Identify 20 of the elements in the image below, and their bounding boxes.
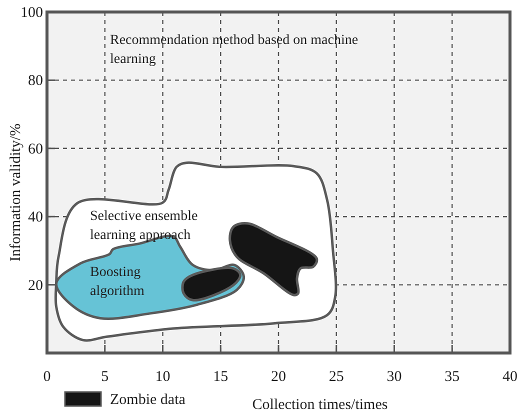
x-tick-label: 10 [155,369,170,385]
x-tick-label: 5 [101,369,109,385]
x-tick-label: 25 [328,369,344,385]
y-tick-label: 80 [28,73,43,90]
x-tick-label: 40 [502,369,518,385]
legend-label: Zombie data [110,392,186,408]
x-tick-label: 20 [271,369,286,385]
y-axis-title: Information validity/% [8,124,24,262]
annotation: Recommendation method based on machine learning [110,33,358,67]
y-tick-label: 60 [28,141,43,158]
x-axis-title: Collection times/times [252,397,388,413]
x-tick-label: 15 [213,369,228,385]
y-tick-label: 20 [28,278,43,294]
y-tick-label: 100 [20,5,43,21]
x-tick-label: 35 [444,369,460,385]
series-label: Boosting algorithm [90,265,145,299]
x-tick-label: 30 [386,369,402,385]
series-label: Selective ensemble learning approach [90,209,198,243]
y-tick-label: 40 [28,210,43,226]
x-tick-label: 0 [43,369,51,385]
